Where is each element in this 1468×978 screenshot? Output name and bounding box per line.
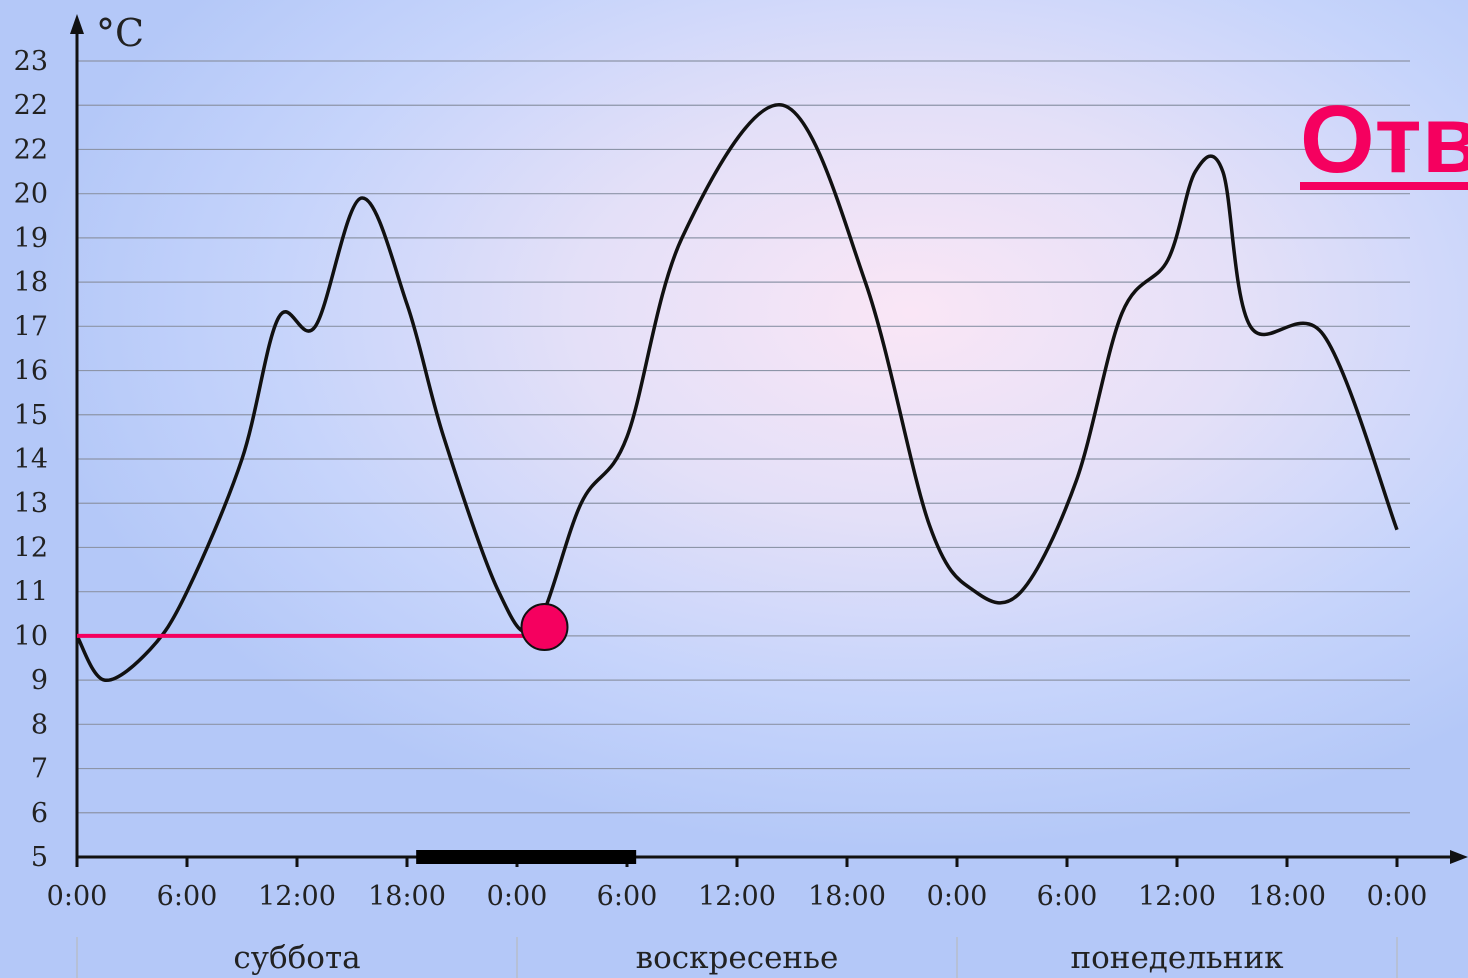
y-tick-label: 14 <box>14 444 48 475</box>
y-tick-label: 22 <box>14 90 48 121</box>
day-label: суббота <box>233 940 360 976</box>
y-tick-label: 11 <box>14 577 48 608</box>
y-tick-label: 9 <box>31 665 48 696</box>
y-tick-label: 6 <box>31 798 48 829</box>
x-tick-label: 6:00 <box>1037 881 1098 912</box>
x-tick-label: 12:00 <box>1138 881 1216 912</box>
y-tick-label: 8 <box>31 709 48 740</box>
axes <box>70 14 1468 864</box>
day-labels: суббота воскресенье понедельник <box>76 937 1398 978</box>
highlight-annotation <box>77 603 637 864</box>
y-tick-label: 20 <box>14 179 48 210</box>
x-tick-label: 18:00 <box>1248 881 1326 912</box>
x-tick-label: 18:00 <box>808 881 886 912</box>
day-label: понедельник <box>1070 940 1283 976</box>
interval-bar <box>416 850 637 864</box>
y-axis-ticks: 5 6 7 8 9 10 11 12 13 14 15 16 17 18 19 20 22 22 23 <box>14 46 48 873</box>
x-tick-label: 12:00 <box>698 881 776 912</box>
y-tick-label: 7 <box>31 754 48 785</box>
y-axis-arrow <box>70 14 84 34</box>
y-tick-label: 23 <box>14 46 48 77</box>
highlight-point <box>520 603 569 652</box>
temperature-line <box>75 103 1399 682</box>
x-tick-label: 18:00 <box>368 881 446 912</box>
y-tick-label: 13 <box>14 488 48 519</box>
day-label: воскресенье <box>636 940 839 976</box>
y-tick-label: 5 <box>31 842 48 873</box>
x-tick-label: 6:00 <box>597 881 658 912</box>
y-tick-label: 17 <box>14 311 48 342</box>
y-tick-label: 10 <box>14 621 48 652</box>
y-tick-label: 15 <box>14 400 48 431</box>
y-tick-label: 16 <box>14 356 48 387</box>
x-tick-label: 0:00 <box>927 881 988 912</box>
x-tick-label: 0:00 <box>47 881 108 912</box>
x-axis-ticks: 0:00 6:00 12:00 18:00 0:00 6:00 12:00 18:00 0:00… <box>47 857 1428 912</box>
x-tick-label: 0:00 <box>1367 881 1428 912</box>
x-tick-label: 6:00 <box>157 881 218 912</box>
x-axis-arrow <box>1450 850 1468 864</box>
y-tick-label: 22 <box>14 134 48 165</box>
x-tick-label: 0:00 <box>487 881 548 912</box>
y-tick-label: 19 <box>14 223 48 254</box>
y-tick-label: 12 <box>14 532 48 563</box>
answer-heading: Ответ <box>1300 86 1468 193</box>
x-tick-label: 12:00 <box>258 881 336 912</box>
y-tick-label: 18 <box>14 267 48 298</box>
y-axis-unit: °C <box>96 11 144 55</box>
